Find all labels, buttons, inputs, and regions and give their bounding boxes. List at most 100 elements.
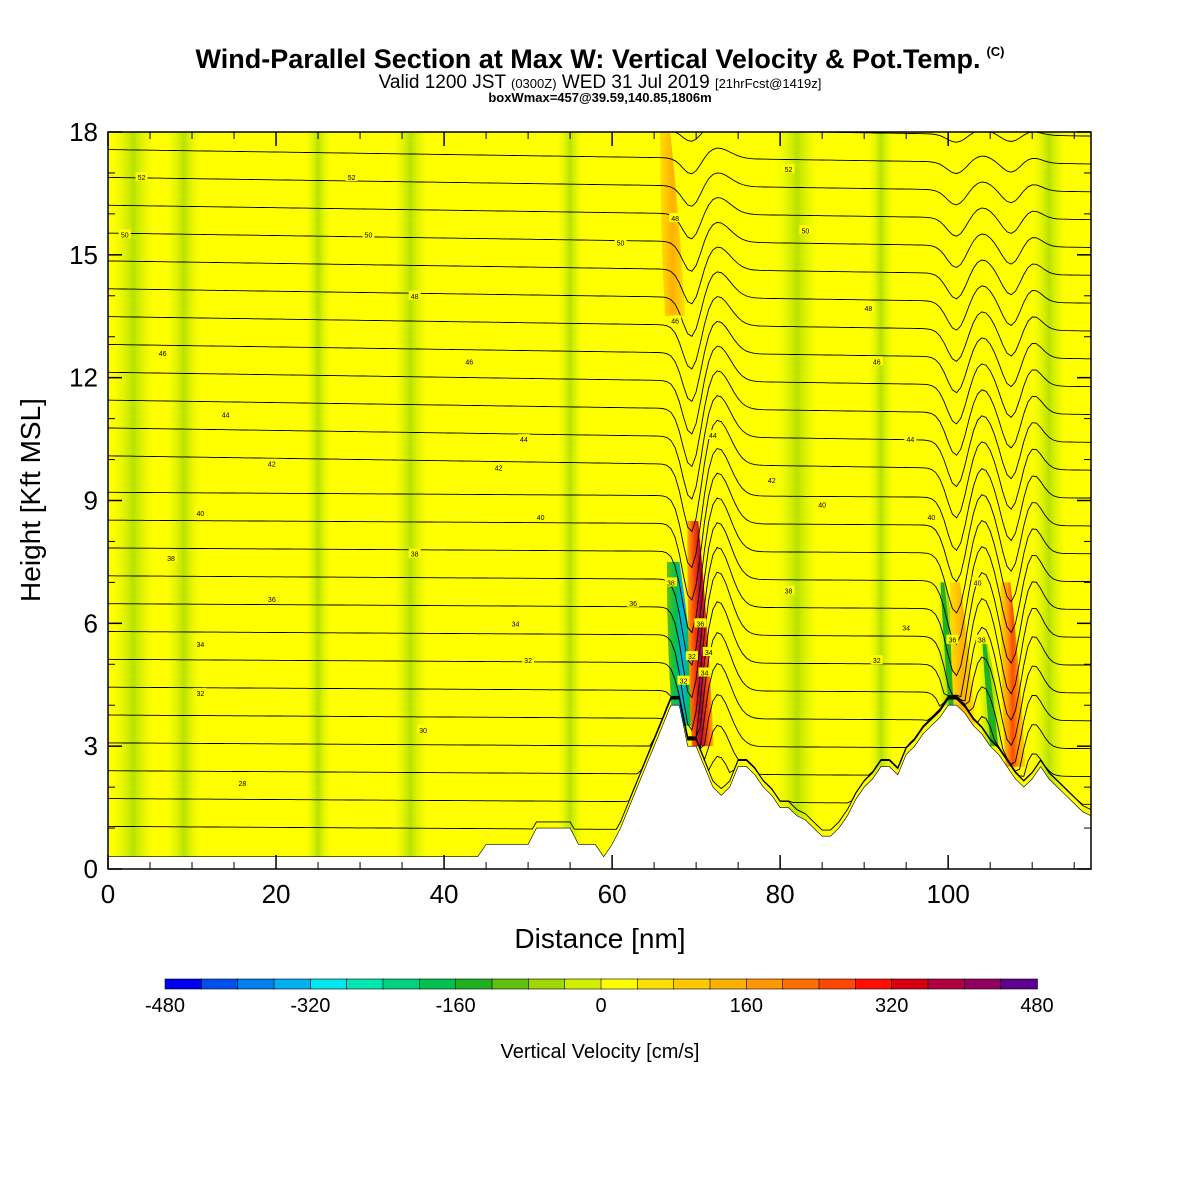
theta-label-bg (816, 499, 829, 509)
colorbar-swatch-14 (673, 978, 711, 990)
theta-label-bg (156, 348, 169, 358)
theta-label-bg (194, 507, 207, 517)
weak-sink-band-2 (305, 132, 331, 869)
theta-label-bg (669, 315, 682, 325)
theta-contour-14 (108, 395, 1091, 500)
theta-label-text: 34 (512, 621, 520, 628)
theta-label-bg (408, 290, 421, 300)
theta-label-text: 38 (785, 589, 793, 596)
theta-label-text: 46 (465, 359, 473, 366)
chart-title: Wind-Parallel Section at Max W: Vertical… (0, 44, 1200, 75)
theta-label-text: 40 (197, 511, 205, 518)
theta-label-bg (904, 434, 917, 444)
theta-label-bg (534, 511, 547, 521)
updraft-cell-3 (949, 582, 976, 726)
theta-label-bg (194, 638, 207, 648)
y-tick-label-4: 12 (69, 363, 98, 393)
x-axis-label: Distance [nm] (514, 923, 685, 954)
theta-contour-label-13: 46 (870, 356, 883, 366)
colorbar-swatch-5 (346, 978, 384, 990)
title-text: Wind-Parallel Section at Max W: Vertical… (195, 44, 981, 74)
y-tick-label-1: 3 (84, 731, 98, 761)
theta-contour-label-35: 34 (194, 638, 207, 649)
theta-contour-label-36: 34 (509, 618, 522, 628)
theta-label-bg (509, 618, 522, 628)
colorbar-label: Vertical Velocity [cm/s] (501, 1041, 700, 1063)
plot-area: 52 52 52 50 50 50 50 48 48 48 46 46 46 46 44 44 44 44 42 42… (108, 132, 1091, 869)
theta-contour-label-29: 38 (664, 577, 677, 587)
theta-label-bg (118, 229, 131, 239)
theta-contour-10 (108, 497, 1091, 634)
theta-label-bg (664, 577, 677, 587)
y-tick-label-3: 9 (84, 486, 98, 516)
x-tick-label-0: 0 (101, 879, 115, 909)
colorbar-tick-5: 320 (875, 995, 908, 1017)
theta-label-text: 42 (495, 466, 503, 473)
theta-contour-label-14: 44 (219, 409, 232, 420)
colorbar (164, 978, 1038, 990)
theta-contour-label-9: 48 (862, 303, 875, 313)
theta-label-text: 30 (419, 728, 427, 735)
theta-label-text: 38 (667, 580, 675, 587)
theta-label-bg (975, 634, 988, 644)
theta-label-text: 36 (948, 638, 956, 645)
weak-sink-band-4 (557, 132, 583, 869)
colorbar-tick-4: 160 (730, 995, 763, 1017)
theta-label-text: 34 (701, 670, 709, 677)
theta-contour-label-20: 42 (765, 475, 778, 485)
updraft-cell-2 (1000, 582, 1026, 767)
theta-contour-12 (108, 447, 1091, 569)
colorbar-tick-2: -160 (436, 995, 476, 1017)
y-tick-label-6: 18 (69, 117, 98, 147)
theta-label-bg (669, 212, 682, 222)
weak-sink-band-6 (868, 132, 894, 869)
chart-subtitle: Valid 1200 JST (0300Z) WED 31 Jul 2019 [… (0, 73, 1200, 94)
y-axis-label: Height [Kft MSL] (15, 398, 46, 602)
theta-label-bg (971, 577, 984, 587)
x-tick-label-3: 60 (598, 879, 627, 909)
theta-label-text: 42 (268, 462, 276, 469)
theta-label-text: 38 (978, 638, 986, 645)
colorbar-tick-3: 0 (595, 995, 606, 1017)
theta-contour-label-2: 52 (782, 163, 795, 174)
theta-contour-label-10: 46 (669, 315, 682, 325)
y-tick-label-2: 6 (84, 608, 98, 638)
theta-contour-21 (108, 221, 1091, 272)
theta-contour-6 (108, 601, 1091, 738)
theta-label-text: 44 (906, 437, 914, 444)
colorbar-swatch-17 (782, 978, 820, 990)
theta-label-bg (706, 429, 719, 439)
theta-contour-label-1: 52 (345, 172, 358, 182)
theta-label-text: 52 (138, 175, 146, 182)
theta-contour-4 (108, 663, 1091, 766)
theta-contour-23 (108, 172, 1091, 207)
colorbar-swatch-0 (164, 978, 203, 990)
theta-label-bg (782, 163, 795, 173)
theta-label-bg (517, 434, 530, 444)
theta-label-bg (702, 646, 715, 656)
colorbar-swatch-3 (273, 978, 312, 990)
theta-contour-label-34: 36 (946, 634, 959, 645)
colorbar-swatch-20 (891, 978, 929, 990)
theta-label-text: 44 (520, 437, 528, 444)
colorbar-swatch-11 (564, 978, 602, 990)
theta-label-text: 50 (617, 241, 625, 248)
theta-contour-label-41: 32 (870, 655, 883, 665)
colorbar-swatch-10 (528, 978, 566, 990)
theta-label-text: 52 (348, 175, 356, 182)
colorbar-swatch-6 (382, 978, 421, 990)
colorbar-tick-labels: -480 -320 -160 0 160 320 480 (145, 995, 1054, 1017)
weak-sink-band-7 (1032, 132, 1066, 869)
theta-label-bg (522, 655, 535, 665)
theta-contour-label-45: 30 (417, 724, 430, 735)
theta-label-bg (408, 548, 421, 558)
theta-label-bg (135, 172, 148, 182)
theta-contour-label-25: 40 (971, 577, 984, 587)
colorbar-swatch-1 (201, 978, 239, 990)
theta-contour-label-32: 36 (627, 597, 640, 608)
x-tick-label-4: 80 (766, 879, 795, 909)
theta-contour-label-31: 36 (265, 593, 278, 604)
valid-prefix: Valid 1200 JST (378, 72, 506, 93)
theta-label-text: 32 (197, 691, 205, 698)
